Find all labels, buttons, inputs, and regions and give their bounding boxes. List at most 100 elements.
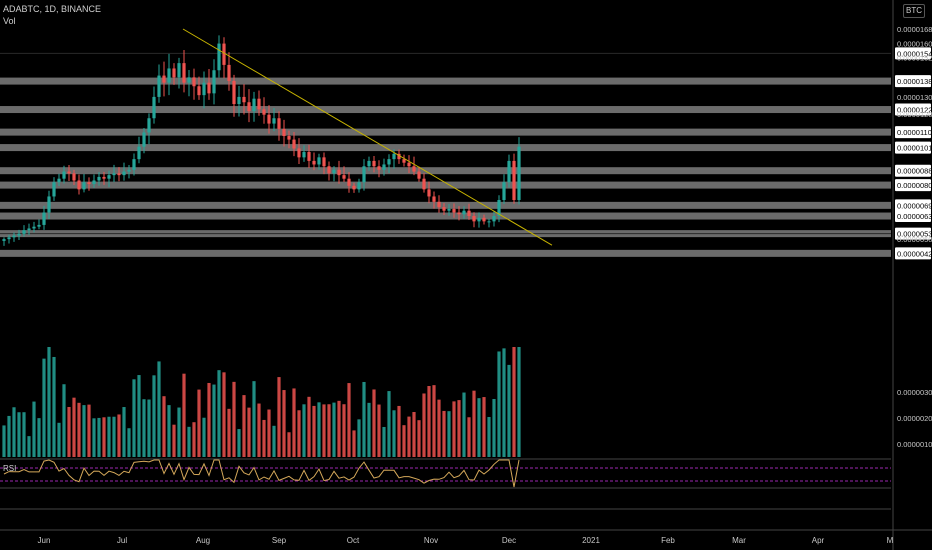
volume-bar — [152, 375, 156, 457]
candle-body — [327, 166, 331, 174]
volume-bar — [267, 409, 271, 457]
candle-body — [342, 175, 346, 179]
candle-body — [362, 166, 366, 183]
zone-band — [0, 106, 891, 114]
volume-bar — [62, 384, 66, 457]
volume-tick-label: 0.00000100 — [897, 440, 932, 449]
candle-body — [212, 70, 216, 94]
volume-bar — [2, 425, 6, 457]
volume-bar — [502, 348, 506, 457]
zone-band — [0, 77, 891, 85]
zone-band — [0, 167, 891, 175]
candle-body — [12, 235, 16, 238]
volume-bar — [37, 418, 41, 457]
time-tick-label: Dec — [502, 536, 516, 545]
currency-badge[interactable]: BTC — [903, 4, 925, 18]
candle-body — [237, 96, 241, 105]
volume-bar — [187, 426, 191, 457]
price-tick-label: 0.00001682 — [897, 25, 932, 34]
volume-bar — [392, 410, 396, 457]
candle-body — [502, 182, 506, 201]
candle-body — [437, 201, 441, 208]
volume-bar — [52, 356, 56, 457]
price-tick-label: 0.00000885 — [897, 167, 932, 176]
price-axis-bg — [893, 0, 932, 550]
volume-bar — [117, 414, 121, 457]
volume-bar — [367, 402, 371, 457]
price-label-box — [895, 227, 931, 240]
volume-bar — [217, 370, 221, 457]
rsi-label: RSI — [3, 464, 17, 473]
price-label-box — [895, 141, 931, 154]
candle-body — [337, 169, 341, 176]
price-label-box — [895, 47, 931, 60]
volume-bar — [482, 397, 486, 457]
candle-body — [42, 212, 46, 225]
candle-body — [177, 63, 181, 78]
candle-body — [387, 159, 391, 165]
volume-bar — [7, 415, 11, 457]
candle-body — [472, 216, 476, 222]
candle-body — [147, 118, 151, 133]
zone-band — [0, 128, 891, 136]
volume-bar — [97, 417, 101, 457]
volume-bar — [457, 400, 461, 457]
volume-bar — [307, 396, 311, 457]
candle-body — [462, 210, 466, 215]
price-tick-label: 0.00001204 — [897, 110, 932, 119]
price-label-box — [895, 126, 931, 139]
volume-bar — [17, 412, 21, 457]
volume-bar — [317, 402, 321, 457]
candle-body — [92, 180, 96, 185]
candle-body — [112, 173, 116, 176]
candle-body — [257, 98, 261, 110]
candle-body — [52, 182, 56, 197]
time-tick-label: Mar — [732, 536, 746, 545]
zone-band — [0, 181, 891, 189]
volume-bar — [197, 389, 201, 457]
volume-bar — [67, 406, 71, 457]
volume-bar — [507, 364, 511, 457]
volume-bar — [12, 407, 16, 457]
candle-body — [272, 118, 276, 124]
volume-bar — [222, 372, 226, 457]
candle-body — [197, 86, 201, 96]
volume-bar — [397, 405, 401, 457]
volume-bar — [452, 401, 456, 457]
time-tick-label: Feb — [661, 536, 675, 545]
price-axis[interactable]: 0.00001682 0.000016000.000015450.00001521… — [892, 0, 932, 550]
candle-body — [432, 196, 436, 202]
volume-bar — [72, 397, 76, 457]
price-label-box — [895, 103, 931, 116]
volume-bar — [382, 426, 386, 457]
candle-body — [87, 182, 91, 185]
candle-body — [467, 210, 471, 217]
time-tick-label: Jun — [38, 536, 51, 545]
volume-bar — [122, 407, 126, 457]
volume-bar — [327, 404, 331, 457]
candle-body — [132, 159, 136, 170]
price-tick-label: 0.00000804 — [897, 181, 932, 190]
candle-body — [302, 152, 306, 158]
candle-body — [47, 196, 51, 213]
price-label-box — [895, 247, 931, 260]
volume-bar — [252, 381, 256, 457]
candle-body — [102, 176, 106, 179]
candle-body — [347, 178, 351, 186]
time-tick-label: Apr — [812, 536, 825, 545]
volume-bar — [477, 398, 481, 457]
candle-body — [402, 159, 406, 163]
volume-bar — [437, 399, 441, 457]
time-axis[interactable]: Jun Jul Aug Sep Oct Nov Dec 2021 Feb Mar Apr M — [0, 529, 932, 545]
candle-body — [182, 63, 186, 83]
candle-body — [172, 68, 176, 78]
candle-body — [152, 96, 156, 119]
candle-body — [487, 221, 491, 223]
candle-body — [287, 136, 291, 140]
volume-bar — [127, 428, 131, 457]
volume-bar — [362, 381, 366, 457]
candle-body — [122, 171, 126, 176]
